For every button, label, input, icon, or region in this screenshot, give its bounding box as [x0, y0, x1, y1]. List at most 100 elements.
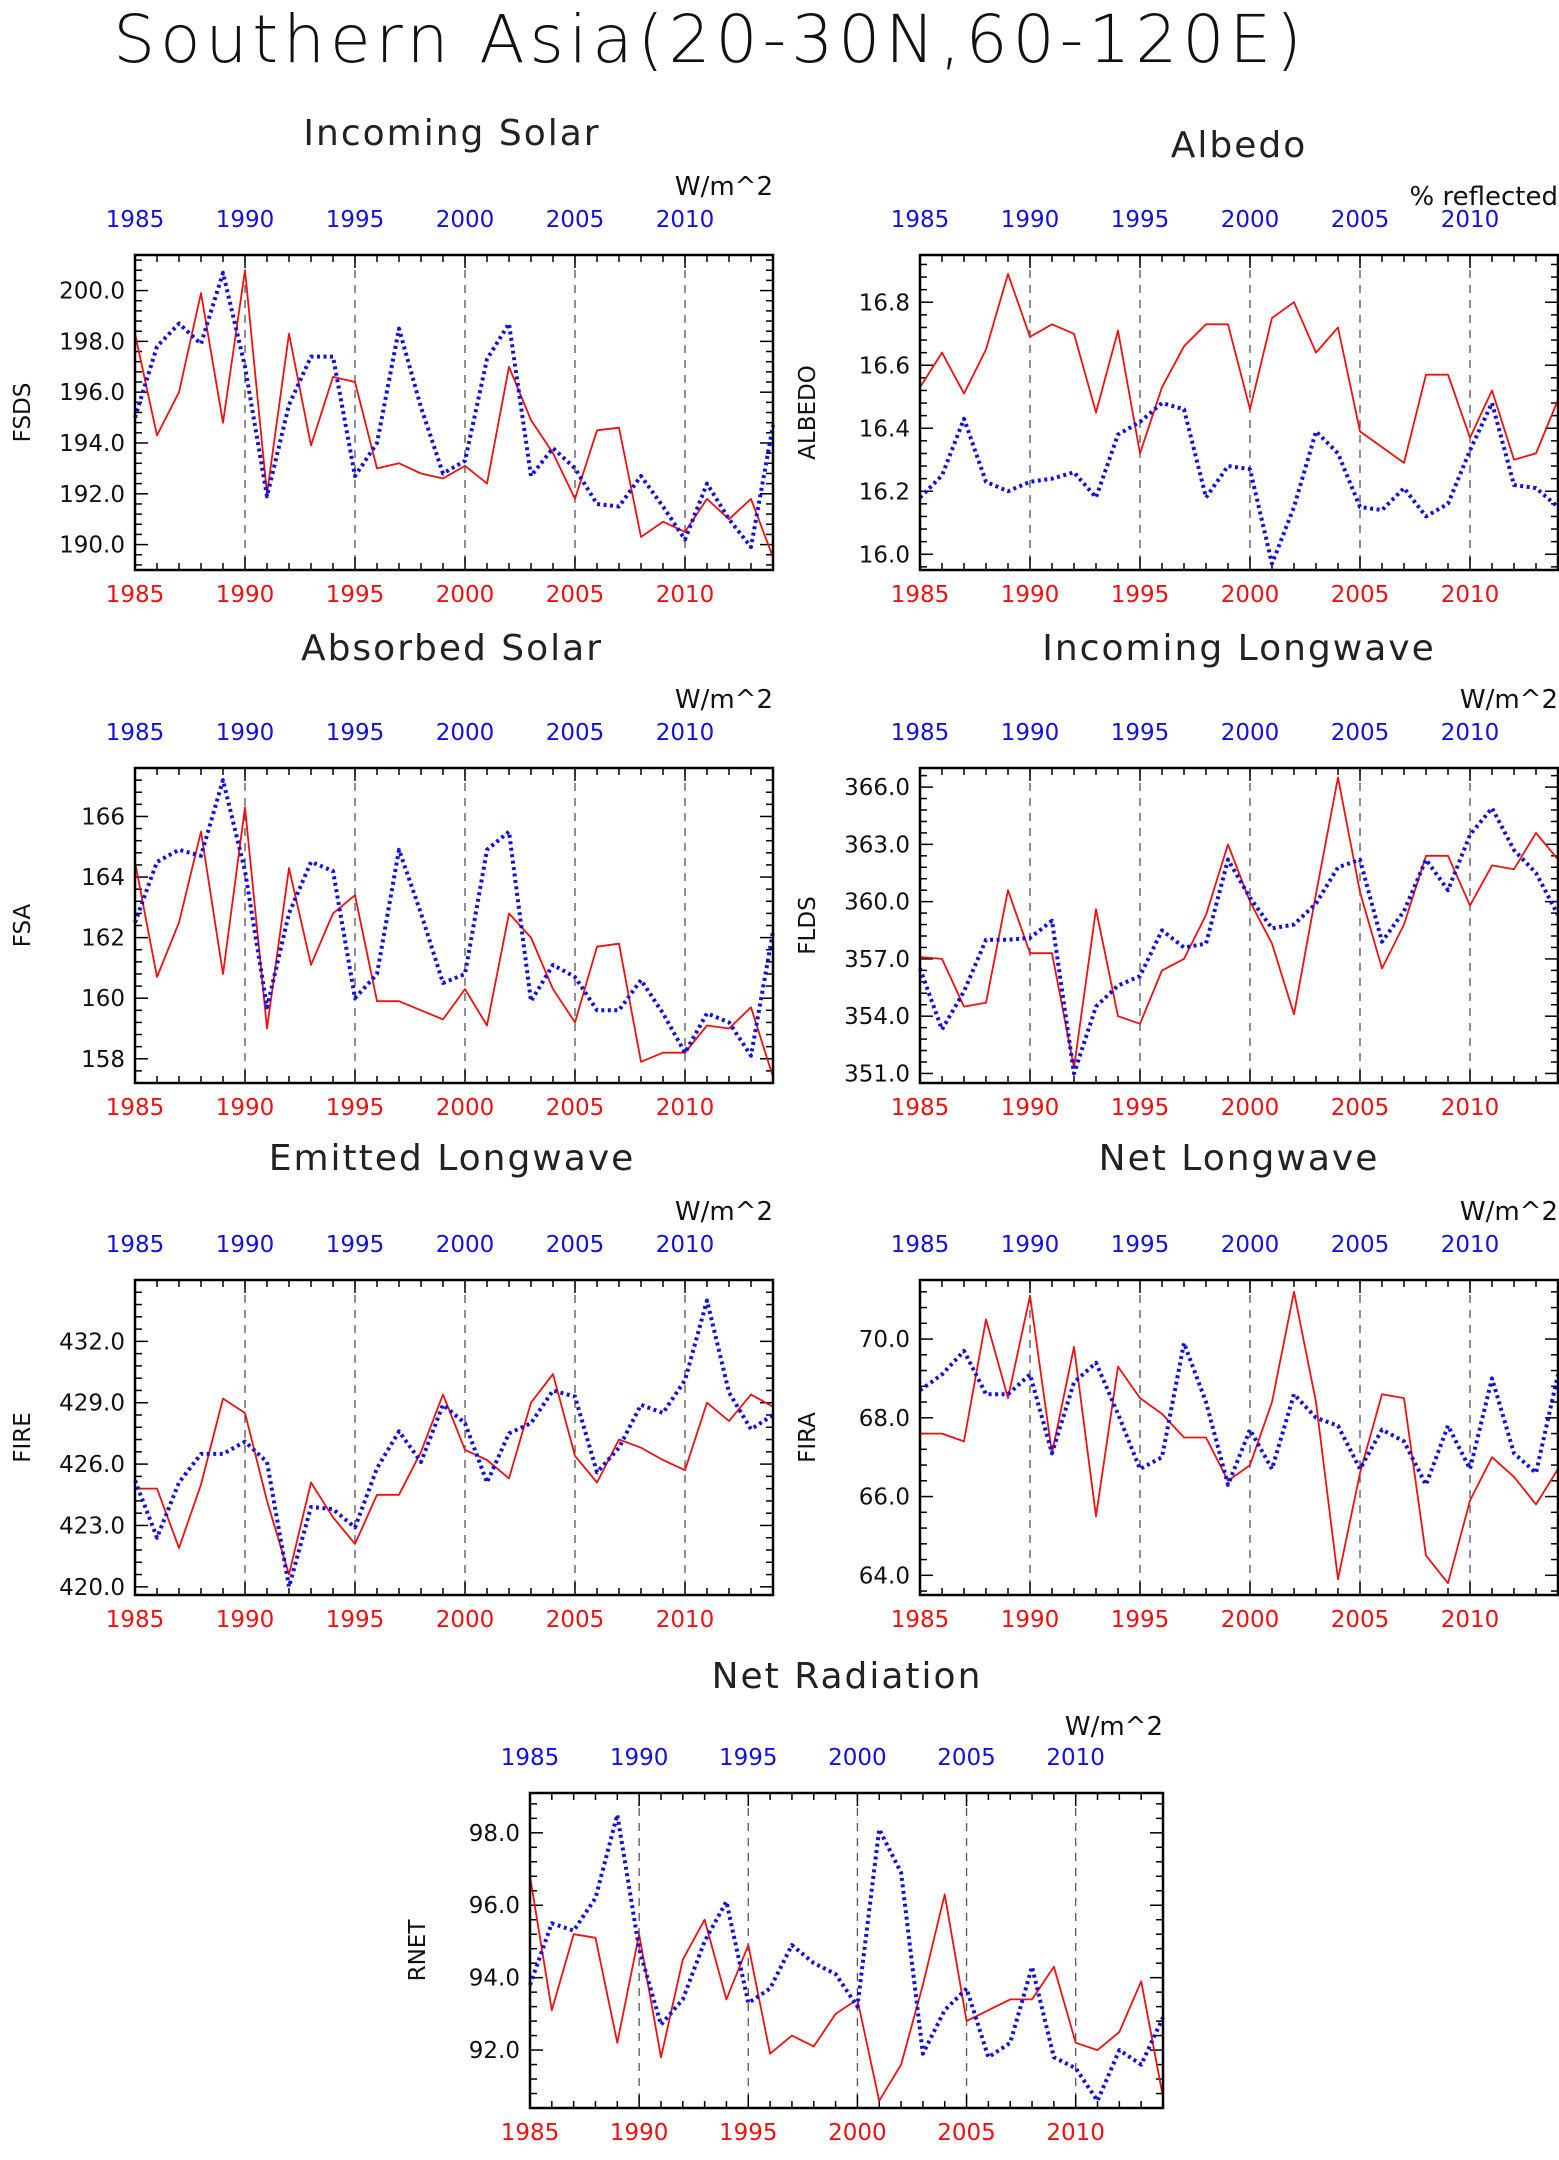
x-tick-label-top: 1990: [1001, 720, 1060, 746]
series-line-red: [920, 1290, 1559, 1585]
y-tick-label: 98.0: [469, 1821, 520, 1847]
x-tick-label-bottom: 1985: [106, 1607, 165, 1633]
x-tick-label-top: 1995: [1111, 207, 1170, 233]
series-line-blue: [133, 778, 775, 1058]
y-tick-label: 164: [81, 865, 125, 891]
y-tick-label: 160: [81, 986, 125, 1012]
chart-panel: Incoming Solar W/m^2 190.0 192.0 194.0 196.0 1…: [10, 113, 775, 608]
panel-title: Albedo: [1171, 125, 1308, 166]
y-tick-label: 158: [81, 1047, 125, 1073]
x-tick-label-top: 2010: [1441, 1232, 1500, 1258]
x-tick-label-bottom: 1985: [891, 1607, 950, 1633]
x-tick-label-top: 2005: [546, 720, 605, 746]
x-tick-label-bottom: 1990: [216, 1607, 275, 1633]
y-tick-label: 357.0: [844, 947, 910, 973]
x-tick-label-bottom: 2005: [1331, 1607, 1390, 1633]
series-line-blue: [918, 401, 1559, 566]
x-tick-label-bottom: 1985: [891, 1095, 950, 1121]
y-tick-label: 16.6: [859, 353, 910, 379]
x-tick-label-top: 1985: [106, 207, 165, 233]
x-tick-label-bottom: 1990: [1001, 1607, 1060, 1633]
x-tick-label-top: 2010: [1046, 1745, 1105, 1771]
x-tick-label-bottom: 1995: [719, 2120, 778, 2146]
x-tick-label-top: 2005: [546, 1232, 605, 1258]
y-axis-label: ALBEDO: [795, 365, 821, 460]
panel-title: Incoming Longwave: [1042, 628, 1436, 669]
y-tick-label: 354.0: [844, 1004, 910, 1030]
y-tick-label: 162: [81, 926, 125, 952]
x-tick-label-top: 1995: [326, 720, 385, 746]
y-tick-label: 429.0: [59, 1391, 125, 1417]
x-tick-label-bottom: 2005: [1331, 1095, 1390, 1121]
x-tick-label-top: 2010: [656, 207, 715, 233]
x-tick-label-top: 2005: [1331, 1232, 1390, 1258]
y-tick-label: 196.0: [59, 380, 125, 406]
plot-frame: [918, 253, 1559, 572]
x-tick-label-bottom: 2005: [546, 1095, 605, 1121]
x-tick-label-top: 2000: [1221, 1232, 1280, 1258]
x-tick-label-top: 2005: [1331, 720, 1390, 746]
x-tick-label-bottom: 1995: [1111, 582, 1170, 608]
x-tick-label-top: 1995: [1111, 1232, 1170, 1258]
plot-frame: [133, 766, 775, 1085]
plot-frame: [133, 1278, 775, 1597]
x-tick-label-bottom: 2010: [1441, 582, 1500, 608]
series-line-red: [134, 806, 774, 1078]
y-axis-label: FSDS: [10, 383, 36, 443]
y-tick-label: 190.0: [59, 533, 125, 559]
units-label: W/m^2: [1460, 1197, 1558, 1227]
y-axis-label: FLDS: [795, 896, 821, 954]
y-tick-label: 198.0: [59, 329, 125, 355]
x-tick-label-bottom: 1985: [106, 1095, 165, 1121]
x-tick-label-bottom: 2000: [1221, 1607, 1280, 1633]
x-tick-label-top: 1990: [610, 1745, 669, 1771]
series-line-red: [135, 1373, 774, 1576]
y-tick-label: 366.0: [844, 775, 910, 801]
x-tick-label-bottom: 2010: [1441, 1095, 1500, 1121]
units-label: W/m^2: [1460, 685, 1558, 715]
x-tick-label-top: 1985: [106, 720, 165, 746]
y-tick-label: 192.0: [59, 482, 125, 508]
x-tick-label-top: 1985: [891, 1232, 950, 1258]
series-line-red: [134, 269, 774, 558]
y-tick-label: 66.0: [859, 1485, 910, 1511]
units-label: W/m^2: [675, 172, 773, 202]
x-tick-label-top: 1985: [106, 1232, 165, 1258]
x-tick-label-bottom: 2010: [656, 1095, 715, 1121]
series-line-blue: [528, 1812, 1165, 2103]
x-tick-label-top: 2005: [937, 1745, 996, 1771]
y-tick-label: 363.0: [844, 832, 910, 858]
plot-frame: [918, 766, 1559, 1085]
y-tick-label: 16.0: [859, 542, 910, 568]
x-tick-label-bottom: 1995: [1111, 1095, 1170, 1121]
x-tick-label-top: 1990: [216, 1232, 275, 1258]
x-tick-label-top: 2000: [1221, 207, 1280, 233]
x-tick-label-top: 2005: [546, 207, 605, 233]
x-tick-label-top: 1985: [891, 207, 950, 233]
x-tick-label-top: 1990: [1001, 1232, 1060, 1258]
plot-frame: [133, 253, 775, 572]
y-tick-label: 423.0: [59, 1513, 125, 1539]
x-tick-label-top: 2010: [656, 1232, 715, 1258]
units-label: % reflected: [1410, 182, 1558, 212]
y-tick-label: 16.4: [859, 416, 910, 442]
x-tick-label-bottom: 2010: [1441, 1607, 1500, 1633]
x-tick-label-bottom: 2000: [436, 1607, 495, 1633]
y-tick-label: 200.0: [59, 279, 125, 305]
panel-title: Net Longwave: [1099, 1138, 1380, 1179]
y-tick-label: 194.0: [59, 431, 125, 457]
x-tick-label-top: 2000: [436, 720, 495, 746]
x-tick-label-top: 1995: [1111, 720, 1170, 746]
x-tick-label-top: 2000: [436, 207, 495, 233]
x-tick-label-bottom: 2010: [1046, 2120, 1105, 2146]
x-tick-label-bottom: 1985: [891, 582, 950, 608]
y-tick-label: 16.2: [859, 479, 910, 505]
x-tick-label-bottom: 1995: [326, 582, 385, 608]
series-line-blue: [918, 806, 1559, 1076]
y-axis-label: RNET: [405, 1919, 431, 1982]
page-title: Southern Asia(20-30N,60-120E): [113, 1, 1307, 78]
x-tick-label-bottom: 1985: [106, 582, 165, 608]
units-label: W/m^2: [675, 685, 773, 715]
x-tick-label-top: 1985: [501, 1745, 560, 1771]
y-tick-label: 92.0: [469, 2038, 520, 2064]
